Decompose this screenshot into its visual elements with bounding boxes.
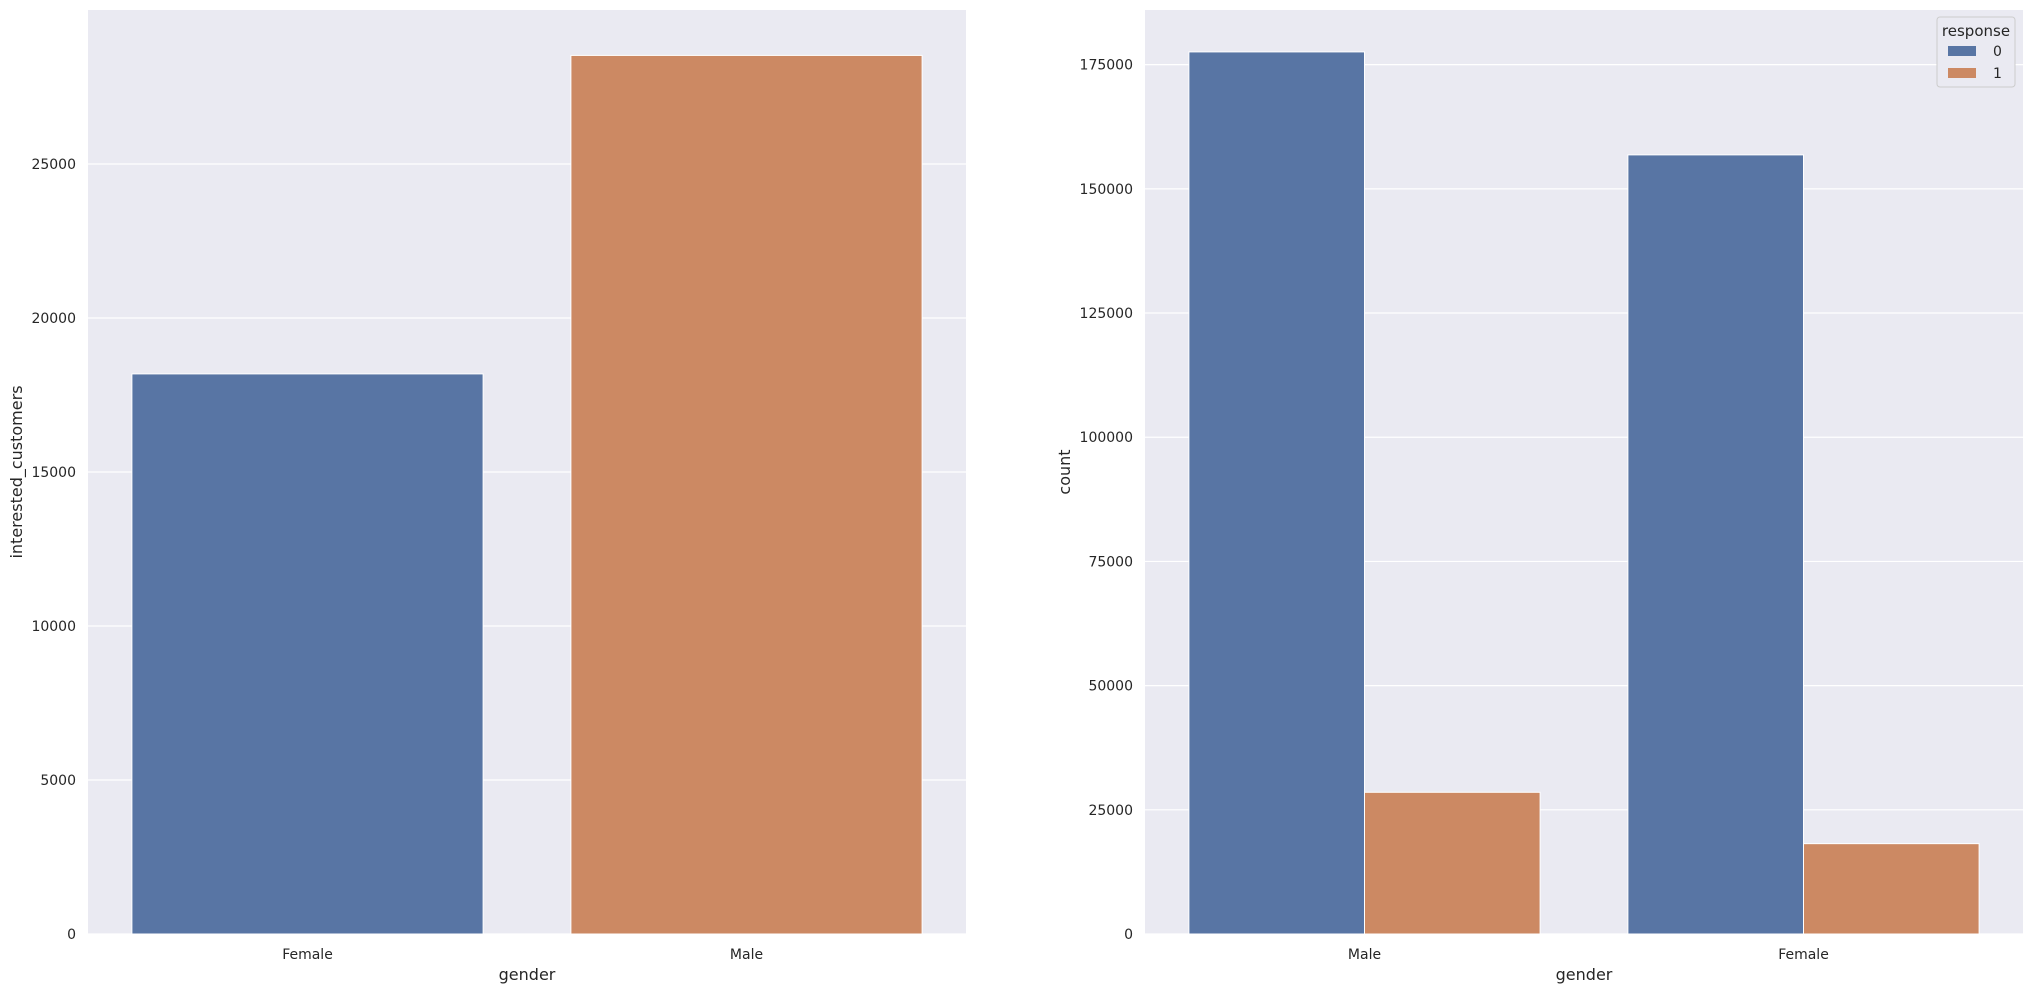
legend: response 0 1 xyxy=(1936,16,2016,88)
y-tick-label: 25000 xyxy=(1088,803,1133,819)
bar-male-response-0 xyxy=(1188,51,1366,935)
x-tick-label: Male xyxy=(1348,947,1381,963)
y-axis-label: count xyxy=(1055,449,1074,494)
y-tick-label: 20000 xyxy=(31,311,76,327)
bar-female xyxy=(131,373,484,935)
chart-count-by-gender-and-response: 0 25000 50000 75000 100000 125000 150000 175000… xyxy=(1055,10,2023,984)
legend-swatch-response-1 xyxy=(1948,68,1976,78)
y-tick-label: 100000 xyxy=(1080,430,1133,446)
y-tick-label: 10000 xyxy=(31,619,76,635)
legend-label-response-0: 0 xyxy=(1993,44,2002,60)
x-tick-label: Male xyxy=(730,947,763,963)
y-tick-label: 5000 xyxy=(40,773,76,789)
x-tick-labels: Male Female xyxy=(1348,947,1829,963)
y-axis-label: interested_customers xyxy=(7,385,27,558)
y-tick-label: 15000 xyxy=(31,465,76,481)
x-axis-label: gender xyxy=(499,965,556,984)
legend-label-response-1: 1 xyxy=(1993,66,2002,82)
y-tick-label: 125000 xyxy=(1080,306,1133,322)
y-tick-label: 50000 xyxy=(1088,679,1133,695)
bar-female-response-1 xyxy=(1803,843,1980,935)
x-tick-label: Female xyxy=(282,947,333,963)
y-tick-label: 25000 xyxy=(31,157,76,173)
y-tick-label: 0 xyxy=(67,927,76,943)
x-tick-label: Female xyxy=(1778,947,1829,963)
chart-interested-customers-by-gender: 0 5000 10000 15000 20000 25000 Female Male gen… xyxy=(7,10,966,984)
legend-swatch-response-0 xyxy=(1948,46,1976,56)
bar-female-response-0 xyxy=(1627,154,1805,935)
legend-title: response xyxy=(1942,22,2010,40)
y-tick-labels: 0 25000 50000 75000 100000 125000 150000 175000 xyxy=(1080,58,1133,943)
bar-male xyxy=(570,54,923,935)
y-tick-label: 175000 xyxy=(1080,58,1133,74)
bars xyxy=(131,54,923,935)
x-axis-label: gender xyxy=(1556,965,1613,984)
bar-male-response-1 xyxy=(1364,791,1541,935)
y-tick-labels: 0 5000 10000 15000 20000 25000 xyxy=(31,157,76,943)
y-tick-label: 75000 xyxy=(1088,554,1133,570)
y-tick-label: 0 xyxy=(1124,927,1133,943)
y-tick-label: 150000 xyxy=(1080,182,1133,198)
bars xyxy=(1188,51,1980,935)
x-tick-labels: Female Male xyxy=(282,947,763,963)
